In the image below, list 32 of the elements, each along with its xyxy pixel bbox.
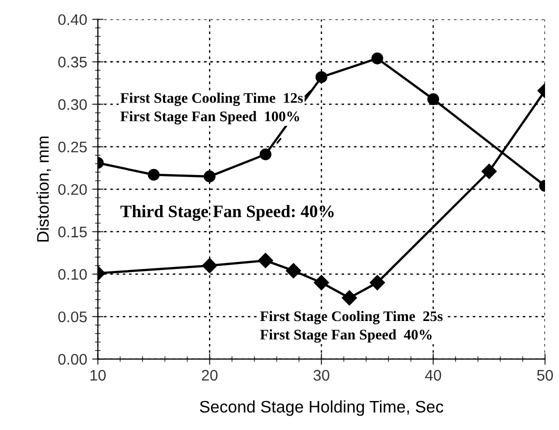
x-tick-label: 10 bbox=[90, 370, 106, 381]
y-tick-label: 0.30 bbox=[58, 99, 87, 110]
point bbox=[204, 170, 216, 182]
x-axis-title: Second Stage Holding Time, Sec bbox=[200, 400, 444, 416]
point bbox=[314, 275, 329, 290]
point bbox=[370, 275, 385, 290]
y-tick-label: 0.10 bbox=[58, 268, 87, 280]
point bbox=[202, 258, 218, 274]
x-tick-label: 20 bbox=[202, 370, 218, 381]
point bbox=[260, 148, 272, 160]
point bbox=[316, 71, 328, 83]
x-tick-label: 50 bbox=[537, 370, 553, 381]
annotation: First Stage Cooling Time 25s First Stage Fan Speed 40% bbox=[260, 310, 443, 343]
y-tick-label: 0.05 bbox=[58, 311, 87, 322]
y-tick-label: 0.40 bbox=[58, 14, 87, 26]
y-tick-label: 0.00 bbox=[58, 354, 87, 365]
point bbox=[286, 263, 302, 278]
y-tick-label: 0.15 bbox=[58, 226, 87, 238]
x-tick-label: 40 bbox=[425, 370, 442, 381]
point bbox=[482, 164, 497, 179]
annotation: Third Stage Fan Speed: 40% bbox=[120, 205, 334, 221]
y-axis-title: Distortion, mm bbox=[36, 136, 51, 242]
y-tick-label: 0.20 bbox=[58, 184, 87, 195]
y-tick-label: 0.35 bbox=[58, 56, 87, 68]
point bbox=[258, 252, 274, 268]
point bbox=[148, 168, 160, 181]
point bbox=[342, 290, 357, 306]
y-tick-label: 0.25 bbox=[58, 142, 87, 152]
annotation: First Stage Cooling Time 12s First Stage Fan Speed 100% bbox=[120, 92, 303, 124]
point bbox=[427, 93, 440, 106]
x-tick-label: 30 bbox=[314, 370, 330, 381]
point bbox=[371, 52, 384, 64]
